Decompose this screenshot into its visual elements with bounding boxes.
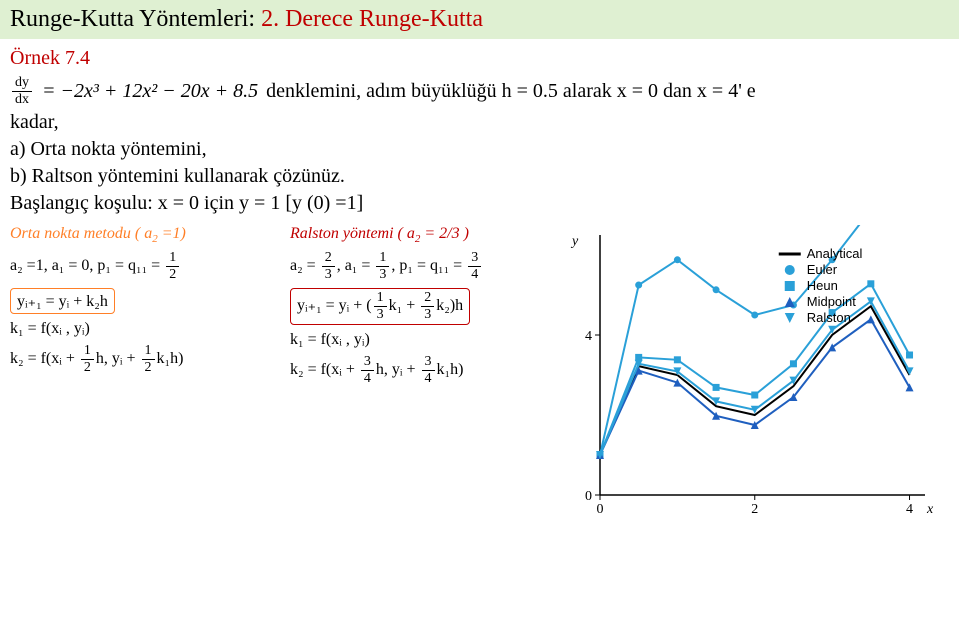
ral-l2-f1d: 3 <box>374 307 387 322</box>
ral-l4-f2d: 4 <box>422 371 435 386</box>
orta-head-var: a <box>144 225 152 242</box>
orta-heading: Orta nokta metodu ( a2 =1) <box>10 225 270 245</box>
orta-l1-num: 1 <box>166 251 179 267</box>
ral-l2-post: k₂)h <box>436 297 463 314</box>
ral-l3: k₁ = f(xᵢ , yᵢ) <box>290 331 550 349</box>
item-b: b) Raltson yöntemini kullanarak çözünüz. <box>10 165 949 188</box>
ral-l2-pre: yᵢ₊₁ = yᵢ + ( <box>297 297 372 314</box>
orta-head-val: =1) <box>158 225 186 242</box>
svg-text:Heun: Heun <box>807 278 838 293</box>
ral-l1-pn: 3 <box>468 251 481 267</box>
svg-text:2: 2 <box>751 502 758 517</box>
orta-column: Orta nokta metodu ( a2 =1) a₂ =1, a₁ = 0… <box>10 225 270 530</box>
orta-l1: a₂ =1, a₁ = 0, p₁ = q₁₁ = 12 <box>10 251 270 282</box>
frac-den: dx <box>12 92 32 107</box>
svg-text:4: 4 <box>585 329 592 344</box>
svg-text:Midpoint: Midpoint <box>807 294 857 309</box>
orta-l4-f2: 12 <box>142 344 155 375</box>
ral-l2-f1n: 1 <box>374 291 387 307</box>
ral-l1-pd: 4 <box>468 267 481 282</box>
svg-text:Ralston: Ralston <box>807 310 851 325</box>
orta-l1-den: 2 <box>166 267 179 282</box>
title-text-1: Runge-Kutta Yöntemleri: <box>10 6 261 32</box>
title-text-2: 2. Derece Runge-Kutta <box>261 6 483 32</box>
ral-l4-f1d: 4 <box>361 371 374 386</box>
initial-condition: Başlangıç koşulu: x = 0 için y = 1 [y (0… <box>10 192 949 215</box>
ral-head-val: = 2/3 ) <box>420 225 469 242</box>
orta-l4-post: k₁h) <box>157 350 184 367</box>
content-area: Örnek 7.4 dy dx = −2x³ + 12x² − 20x + 8.… <box>0 39 959 530</box>
ral-l1-p: 34 <box>468 251 481 282</box>
svg-text:0: 0 <box>597 502 604 517</box>
ral-l2-f2d: 3 <box>421 307 434 322</box>
orta-l4: k₂ = f(xᵢ + 12h, yᵢ + 12k₁h) <box>10 344 270 375</box>
ral-l1-a1d: 3 <box>376 267 389 282</box>
ralston-heading: Ralston yöntemi ( a2 = 2/3 ) <box>290 225 550 245</box>
page-title-bar: Runge-Kutta Yöntemleri: 2. Derece Runge-… <box>0 0 959 39</box>
ralston-column: Ralston yöntemi ( a2 = 2/3 ) a₂ = 23, a₁… <box>290 225 550 530</box>
ral-l1-mid1: , a₁ = <box>337 257 375 274</box>
ral-l4-f2: 34 <box>422 355 435 386</box>
ral-l4-f1: 34 <box>361 355 374 386</box>
orta-l2: yᵢ₊₁ = yᵢ + k₂h <box>17 293 108 310</box>
orta-l3: k₁ = f(xᵢ , yᵢ) <box>10 320 270 338</box>
orta-head-text: Orta nokta metodu ( <box>10 225 144 242</box>
ral-l1-a1n: 1 <box>376 251 389 267</box>
ral-l2-mid: k₁ + <box>389 297 420 314</box>
lower-row: Orta nokta metodu ( a2 =1) a₂ =1, a₁ = 0… <box>10 225 949 530</box>
ral-l2-wrap: yᵢ₊₁ = yᵢ + (13k₁ + 23k₂)h <box>290 288 550 325</box>
ral-l4-pre: k₂ = f(xᵢ + <box>290 361 359 378</box>
orta-l4-pre: k₂ = f(xᵢ + <box>10 350 79 367</box>
svg-text:Euler: Euler <box>807 262 838 277</box>
ode-line: dy dx = −2x³ + 12x² − 20x + 8.5 denklemi… <box>10 76 949 107</box>
dy-dx-fraction: dy dx <box>12 76 32 107</box>
kadar-line: kadar, <box>10 111 949 134</box>
ral-l1-mid2: , p₁ = q₁₁ = <box>391 257 466 274</box>
ral-l4-f1n: 3 <box>361 355 374 371</box>
frac-num: dy <box>12 76 32 92</box>
chart-area: 02404xyAnalyticalEulerHeunMidpointRalsto… <box>560 225 940 530</box>
orta-l1-pre: a₂ =1, a₁ = 0, p₁ = q₁₁ = <box>10 257 164 274</box>
ral-l1-a2: 23 <box>322 251 335 282</box>
methods-columns: Orta nokta metodu ( a2 =1) a₂ =1, a₁ = 0… <box>10 225 550 530</box>
svg-text:4: 4 <box>906 502 913 517</box>
orta-l4-f2d: 2 <box>142 360 155 375</box>
ral-l4: k₂ = f(xᵢ + 34h, yᵢ + 34k₁h) <box>290 355 550 386</box>
orta-l4-f1: 12 <box>81 344 94 375</box>
svg-text:0: 0 <box>585 489 592 504</box>
ral-head-var: a <box>407 225 415 242</box>
ral-head-text: Ralston yöntemi ( <box>290 225 407 242</box>
orta-l4-f1n: 1 <box>81 344 94 360</box>
comparison-chart: 02404xyAnalyticalEulerHeunMidpointRalsto… <box>560 225 940 525</box>
ode-tail: denklemini, adım büyüklüğü h = 0.5 alara… <box>266 80 756 103</box>
orta-l4-mid: h, yᵢ + <box>96 350 140 367</box>
ode-rhs: = −2x³ + 12x² − 20x + 8.5 <box>42 80 258 103</box>
svg-text:x: x <box>926 502 934 517</box>
ral-l1-a1: 13 <box>376 251 389 282</box>
ral-l1-a2d: 3 <box>322 267 335 282</box>
ral-l2-f2: 23 <box>421 291 434 322</box>
example-label: Örnek 7.4 <box>10 47 949 70</box>
orta-l2-wrap: yᵢ₊₁ = yᵢ + k₂h <box>10 288 270 314</box>
ral-l2-f1: 13 <box>374 291 387 322</box>
ral-l1-a2n: 2 <box>322 251 335 267</box>
svg-text:Analytical: Analytical <box>807 246 863 261</box>
ral-l2-f2n: 2 <box>421 291 434 307</box>
svg-text:y: y <box>570 234 579 249</box>
ral-l4-post: k₁h) <box>437 361 464 378</box>
item-a: a) Orta nokta yöntemini, <box>10 138 949 161</box>
orta-l4-f2n: 1 <box>142 344 155 360</box>
ral-l4-mid: h, yᵢ + <box>376 361 420 378</box>
orta-l1-frac: 12 <box>166 251 179 282</box>
orta-l4-f1d: 2 <box>81 360 94 375</box>
ral-l1: a₂ = 23, a₁ = 13, p₁ = q₁₁ = 34 <box>290 251 550 282</box>
ral-l4-f2n: 3 <box>422 355 435 371</box>
ral-boxed: yᵢ₊₁ = yᵢ + (13k₁ + 23k₂)h <box>290 288 470 325</box>
orta-boxed: yᵢ₊₁ = yᵢ + k₂h <box>10 288 115 314</box>
ral-l1-pre: a₂ = <box>290 257 320 274</box>
